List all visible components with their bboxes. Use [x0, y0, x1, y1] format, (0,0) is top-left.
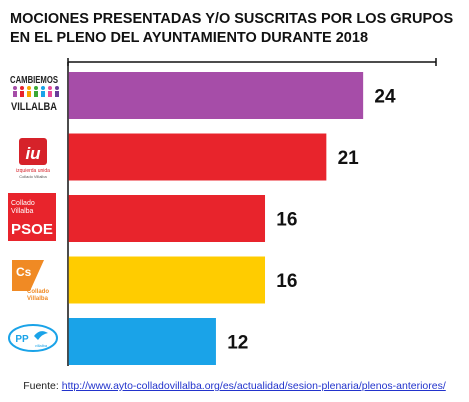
- psoe-logo-line-2: Villalba: [11, 208, 34, 215]
- ciudadanos-logo-letters: Cs: [16, 265, 32, 279]
- chart-title: MOCIONES PRESENTADAS Y/O SUSCRITAS POR L…: [10, 10, 465, 48]
- bar-value-label-1: 24: [374, 87, 396, 108]
- psoe-logo-line-1: Collado: [11, 200, 35, 207]
- bar-5: [68, 318, 216, 365]
- people-icon: [13, 86, 59, 97]
- psoe-logo: Collado Villalba PSOE: [8, 193, 56, 241]
- cambiemos-logo-word-1: CAMBIEMOS: [10, 75, 58, 86]
- bar-4: [68, 256, 266, 304]
- bars-group: 24 21 16 16 12: [68, 72, 396, 365]
- bar-value-label-5: 12: [227, 333, 248, 354]
- iu-logo-caption-1: izquierda unida: [16, 168, 50, 174]
- bar-value-label-2: 21: [338, 148, 360, 169]
- pp-logo-oval: [8, 324, 58, 352]
- bar-value-label-3: 16: [276, 210, 297, 231]
- pp-logo-letters: PP: [15, 334, 29, 345]
- chart-title-line-1: MOCIONES PRESENTADAS Y/O SUSCRITAS POR L…: [10, 11, 454, 27]
- source-footer: Fuente: http://www.ayto-colladovillalba.…: [0, 380, 469, 392]
- pp-logo: PP villalba: [8, 324, 58, 352]
- psoe-logo-acronym: PSOE: [11, 221, 53, 238]
- ciudadanos-logo-line-1: Collado: [27, 289, 49, 295]
- iu-logo: iu izquierda unida Collado Villalba: [16, 138, 50, 179]
- cambiemos-logo-word-2: VILLALBA: [11, 101, 57, 113]
- iu-logo-square: [19, 138, 47, 165]
- bar-1: [68, 72, 364, 119]
- bar-2: [68, 133, 327, 181]
- source-link[interactable]: http://www.ayto-colladovillalba.org/es/a…: [61, 380, 446, 392]
- bar-3: [68, 195, 266, 242]
- bar-value-label-4: 16: [276, 271, 297, 292]
- cambiemos-villalba-logo: CAMBIEMOS VILLALBA: [10, 75, 59, 113]
- psoe-logo-box: [8, 193, 56, 241]
- pp-logo-bird-icon: [34, 331, 48, 340]
- pp-logo-caption: villalba: [35, 343, 48, 348]
- iu-logo-letters: iu: [25, 144, 41, 163]
- ciudadanos-logo: Cs Collado Villalba: [12, 260, 49, 302]
- iu-logo-caption-2: Collado Villalba: [19, 174, 47, 179]
- ciudadanos-logo-mark: [12, 260, 44, 291]
- ciudadanos-logo-line-2: Villalba: [27, 296, 49, 302]
- chart-title-line-2: EN EL PLENO DEL AYUNTAMIENTO DURANTE 201…: [10, 30, 369, 46]
- source-label: Fuente:: [23, 380, 59, 392]
